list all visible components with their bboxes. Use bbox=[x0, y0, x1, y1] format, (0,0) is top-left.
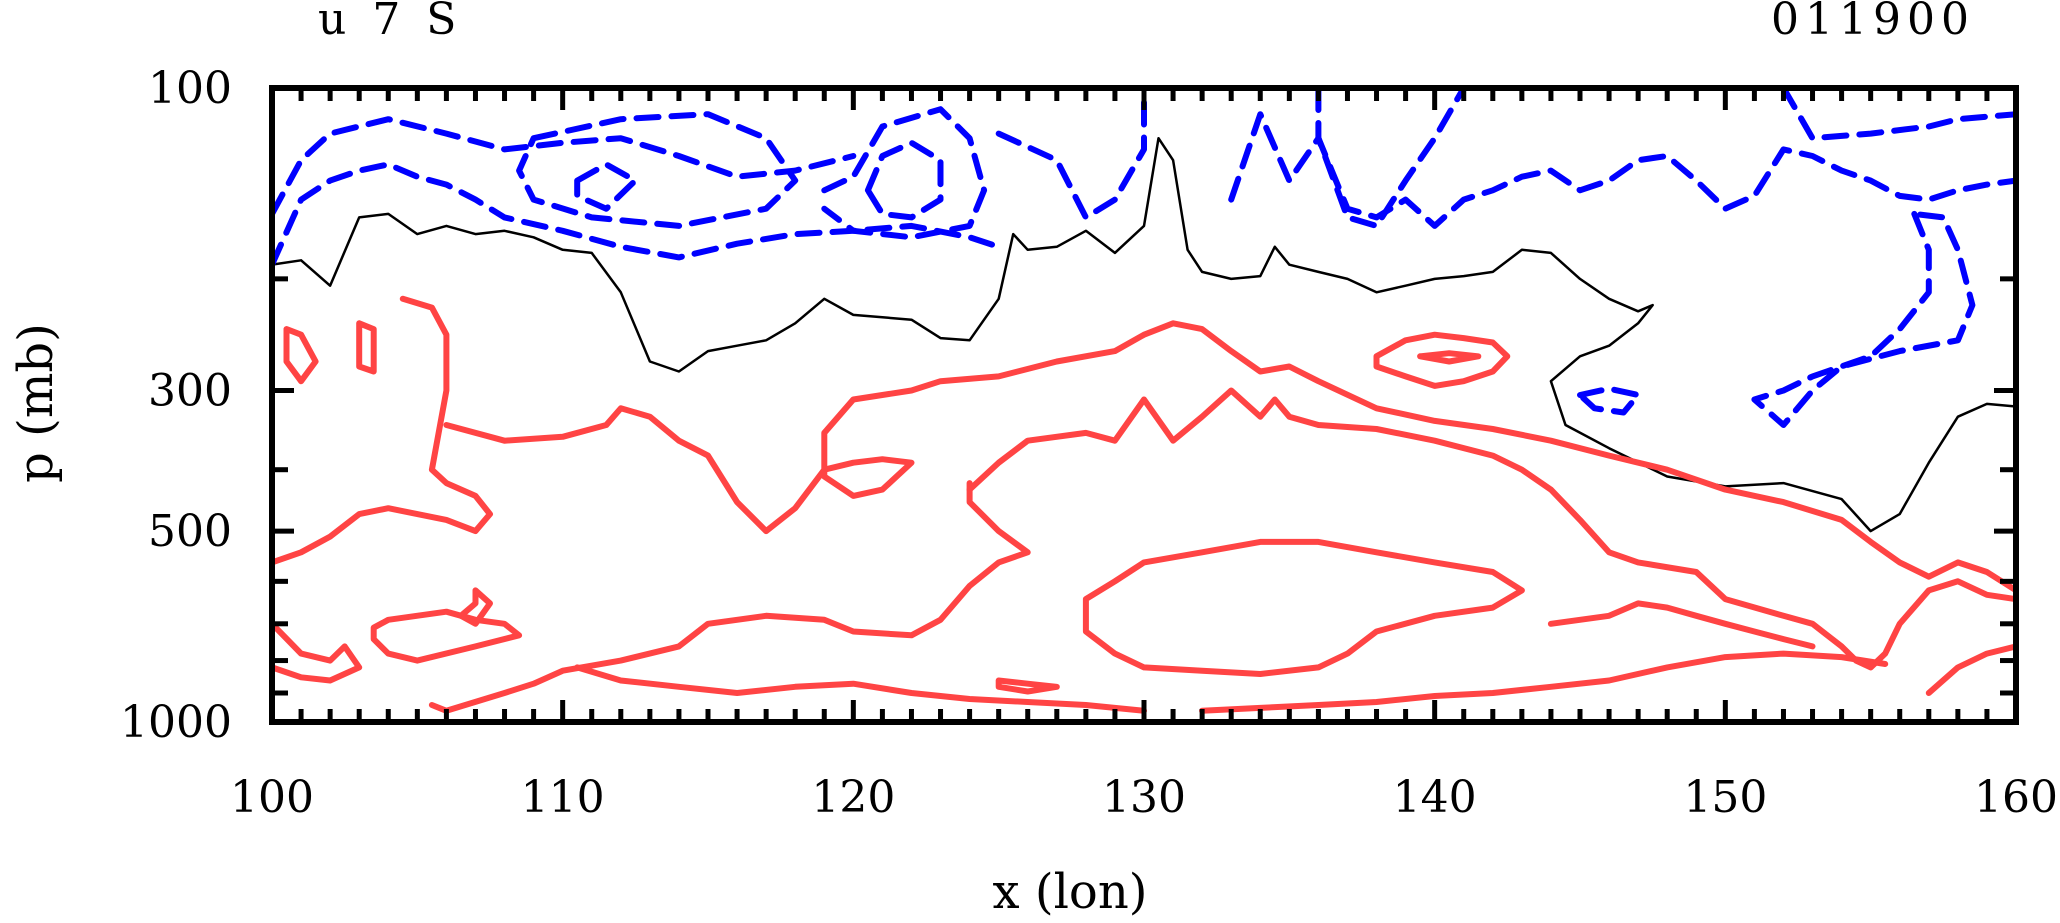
contour-positive-15 bbox=[272, 295, 493, 566]
y-axis-label: p (mb) bbox=[8, 323, 64, 483]
contour-negative-10 bbox=[1751, 210, 1976, 428]
contour-negative-1 bbox=[272, 161, 1002, 268]
contour-negative-7 bbox=[995, 88, 1147, 221]
contour-positive-26 bbox=[995, 677, 1060, 695]
contour-negative-11 bbox=[1577, 385, 1642, 416]
x-tick-labels: 100 110 120 130 140 150 160 bbox=[230, 772, 2058, 823]
x-tick-label: 160 bbox=[1974, 772, 2058, 823]
x-tick-label: 100 bbox=[230, 772, 314, 823]
contour-positive-23 bbox=[1373, 331, 1511, 389]
contour-positive-25 bbox=[574, 664, 1147, 714]
contour-lines bbox=[272, 88, 2016, 714]
contour-zero-0 bbox=[272, 136, 2016, 533]
y-tick-label: 1000 bbox=[120, 697, 232, 748]
x-tick-label: 150 bbox=[1683, 772, 1767, 823]
contour-positive-18 bbox=[370, 608, 523, 664]
contour-positive-21 bbox=[428, 480, 1031, 714]
y-tick-label: 300 bbox=[148, 365, 232, 416]
contour-positive-27 bbox=[1199, 650, 1889, 714]
plot-frame bbox=[269, 85, 2019, 725]
contour-positive-28 bbox=[1547, 600, 1816, 650]
contour-negative-5 bbox=[821, 106, 988, 241]
contour-positive-13 bbox=[283, 326, 319, 385]
x-tick-label: 130 bbox=[1102, 772, 1186, 823]
contour-positive-17 bbox=[272, 620, 363, 684]
y-tick-label: 100 bbox=[148, 63, 232, 114]
contour-positive-19 bbox=[443, 320, 2016, 594]
contour-negative-3 bbox=[574, 161, 639, 212]
contour-negative-9 bbox=[1315, 88, 1467, 229]
contour-negative-2 bbox=[272, 116, 857, 217]
contour-negative-4 bbox=[864, 139, 944, 221]
contour-positive-29 bbox=[1925, 643, 2016, 696]
contour-positive-22 bbox=[1082, 538, 1525, 677]
contour-positive-24 bbox=[1417, 350, 1482, 365]
y-tick-label: 500 bbox=[148, 506, 232, 557]
chart-title-left: u 7 S bbox=[318, 0, 462, 45]
x-tick-label: 120 bbox=[811, 772, 895, 823]
contour-negative-6 bbox=[516, 111, 799, 229]
y-tick-labels: 100 300 500 1000 bbox=[120, 63, 232, 748]
tick-marks bbox=[269, 85, 2019, 725]
x-tick-label: 140 bbox=[1393, 772, 1477, 823]
x-tick-label: 110 bbox=[521, 772, 605, 823]
x-axis-label: x (lon) bbox=[993, 864, 1148, 920]
contour-negative-12 bbox=[1780, 88, 2016, 142]
contour-negative-8 bbox=[1228, 111, 2016, 229]
chart-title-right: 011900 bbox=[1771, 0, 1975, 45]
contour-positive-14 bbox=[356, 320, 377, 375]
